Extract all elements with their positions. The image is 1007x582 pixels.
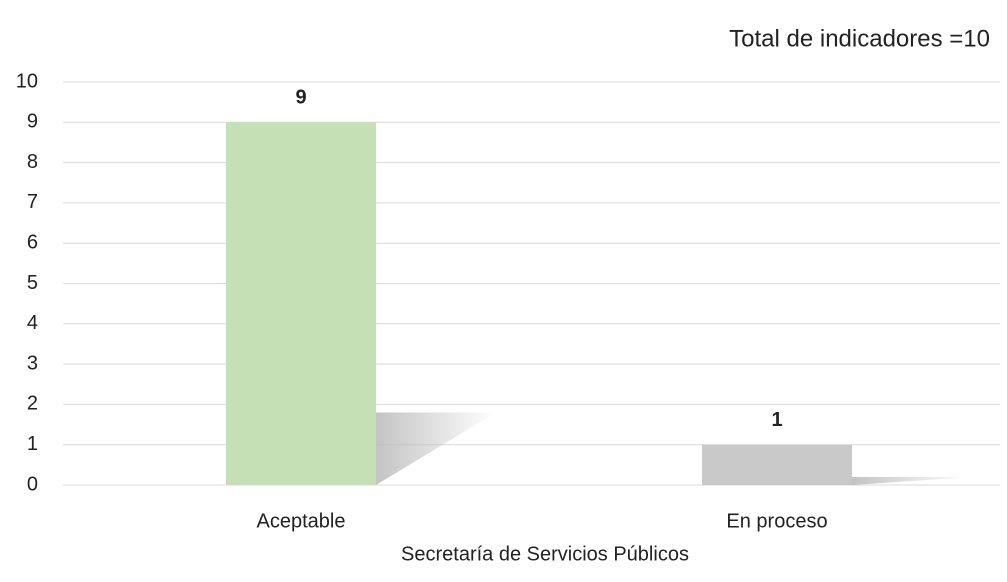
- y-tick-label: 7: [27, 191, 38, 213]
- x-tick-label: En proceso: [726, 510, 827, 532]
- y-tick-label: 2: [27, 393, 38, 415]
- x-tick-label: Aceptable: [257, 510, 346, 532]
- bar-shadow: [376, 412, 496, 485]
- data-label: 1: [771, 409, 782, 431]
- x-axis-label: Secretaría de Servicios Públicos: [401, 543, 689, 565]
- y-tick-label: 3: [27, 352, 38, 374]
- bar: [226, 122, 376, 486]
- y-tick-label: 9: [27, 111, 38, 133]
- y-tick-label: 1: [27, 433, 38, 455]
- bar-shadow: [852, 476, 972, 485]
- y-tick-label: 6: [27, 231, 38, 253]
- y-tick-label: 5: [27, 272, 38, 294]
- y-tick-label: 0: [27, 473, 38, 495]
- annotation: Total de indicadores =10: [729, 25, 990, 52]
- data-label: 9: [295, 87, 306, 109]
- y-tick-label: 10: [16, 70, 38, 92]
- y-tick-label: 4: [27, 312, 38, 334]
- bar: [702, 444, 852, 485]
- y-tick-label: 8: [27, 151, 38, 173]
